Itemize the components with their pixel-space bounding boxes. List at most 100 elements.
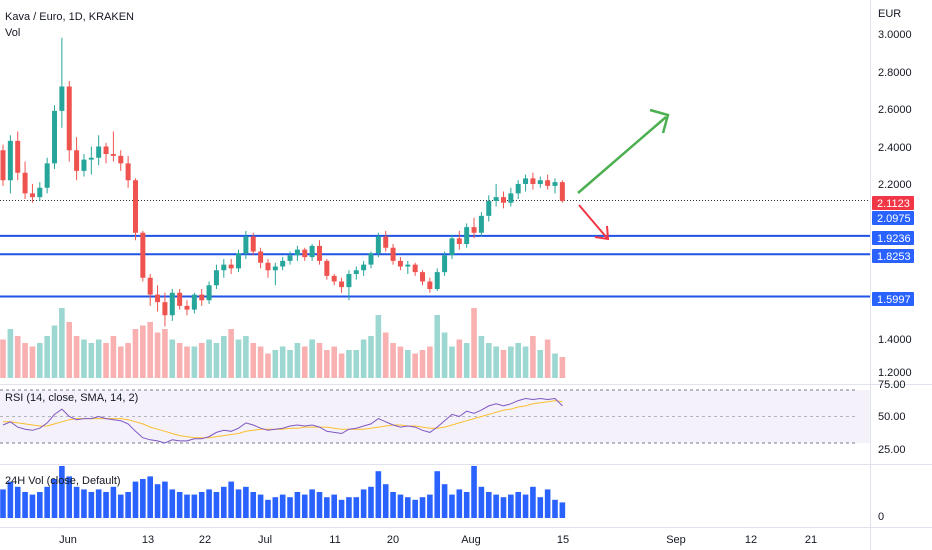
candle-body: [74, 150, 80, 171]
candle-body: [243, 236, 249, 254]
rsi-ma-line: [3, 400, 563, 439]
volume-bar: [228, 329, 234, 378]
vol24-bar: [191, 494, 198, 518]
vol24-bar: [537, 497, 544, 518]
volume-bar: [169, 339, 176, 378]
candle-body: [456, 238, 462, 244]
rsi-series: [2, 397, 563, 444]
vol24-bar: [427, 494, 433, 518]
vol24-bar: [213, 492, 220, 518]
candle-body: [118, 155, 124, 164]
price-tick-label: 1.2000: [878, 367, 912, 379]
candle-body: [155, 294, 161, 303]
candle-body: [493, 197, 499, 201]
candle-body: [44, 163, 50, 188]
volume-bar: [250, 343, 257, 378]
candle-body: [191, 294, 197, 310]
candle-body: [147, 277, 153, 295]
volume-bar: [140, 325, 146, 378]
vol24-bar: [353, 497, 360, 518]
candle-body: [88, 157, 94, 160]
candle-body: [420, 272, 426, 282]
vol24-bar: [382, 484, 389, 518]
time-tick-label: 11: [329, 534, 340, 546]
price-badge: [872, 196, 914, 210]
volume-bar: [441, 332, 448, 378]
candle-body: [302, 249, 308, 258]
candle-body: [132, 180, 138, 233]
candle-body: [309, 245, 315, 258]
vol24-bar: [390, 492, 396, 518]
candle-body: [110, 154, 116, 156]
volume-bar: [471, 308, 477, 378]
vol24-bar: [221, 486, 227, 518]
vol24-bar: [265, 499, 271, 518]
arrow-down-projection: [578, 204, 610, 241]
price-tick-label: 1.4000: [878, 334, 912, 346]
candle-body: [346, 274, 352, 288]
vol24-bar: [360, 489, 367, 518]
candle-body: [199, 294, 205, 301]
volume-bar: [206, 339, 212, 378]
volume-bar: [456, 339, 463, 378]
vol24-bar: [272, 497, 279, 518]
volume-bar: [147, 322, 153, 378]
vol24-bar: [493, 494, 499, 518]
volume-bar: [493, 346, 499, 378]
vol24-bar: [478, 486, 485, 518]
vol24-bar: [463, 492, 470, 518]
candle-body: [96, 146, 102, 158]
vol24-bar: [515, 492, 521, 518]
volume-bar: [412, 353, 418, 378]
vol24-bar: [81, 489, 87, 518]
candle-body: [265, 262, 271, 271]
candle-body: [316, 245, 322, 261]
vol24-bar: [375, 471, 382, 518]
vol24-bar: [500, 497, 507, 518]
price-tick-label: 2.4000: [878, 142, 912, 154]
volume-bar: [272, 350, 279, 378]
vol24-bar: [7, 481, 14, 518]
vol24-bar: [559, 502, 566, 518]
candle-body: [545, 180, 551, 186]
candle-body: [184, 305, 190, 310]
volume-bar: [37, 343, 43, 378]
vol24-bar: [301, 494, 308, 518]
vol24-bar: [552, 499, 558, 518]
vol24-bar: [73, 486, 80, 518]
vol24-bar: [287, 497, 293, 518]
vol24-bar: [95, 489, 102, 518]
rsi-tick-label: 50.00: [878, 411, 906, 423]
level-badge-label: 1.8253: [877, 251, 911, 263]
volume-bar: [500, 350, 507, 378]
candle-body: [7, 140, 13, 181]
candle-body: [405, 264, 411, 267]
vol24-bar: [309, 489, 315, 518]
candle-body: [537, 180, 543, 184]
vol24-bar: [59, 466, 65, 518]
level-badge-label: 1.9236: [877, 233, 911, 245]
volume-bar: [243, 336, 249, 378]
candle-body: [177, 292, 183, 306]
vol24-bar: [44, 486, 50, 518]
candle-body: [434, 272, 440, 289]
vol24-bar: [279, 494, 286, 518]
volume-bar: [309, 339, 315, 378]
vol24-bar: [37, 492, 43, 518]
candle-body: [52, 110, 58, 164]
candle-body: [206, 285, 212, 301]
level-badge-label: 1.5997: [877, 294, 911, 306]
vol24-bar: [441, 484, 448, 518]
volume-bar: [213, 343, 220, 378]
volume-bar: [0, 339, 6, 378]
candle-body: [339, 281, 345, 288]
level-badge: [872, 292, 914, 306]
volume-bar: [198, 343, 205, 378]
vol24-tick-label: 0: [878, 511, 884, 523]
level-badge: [872, 231, 914, 245]
volume-bar: [419, 350, 426, 378]
volume-bar: [301, 346, 308, 378]
vol24-bar: [51, 479, 58, 518]
